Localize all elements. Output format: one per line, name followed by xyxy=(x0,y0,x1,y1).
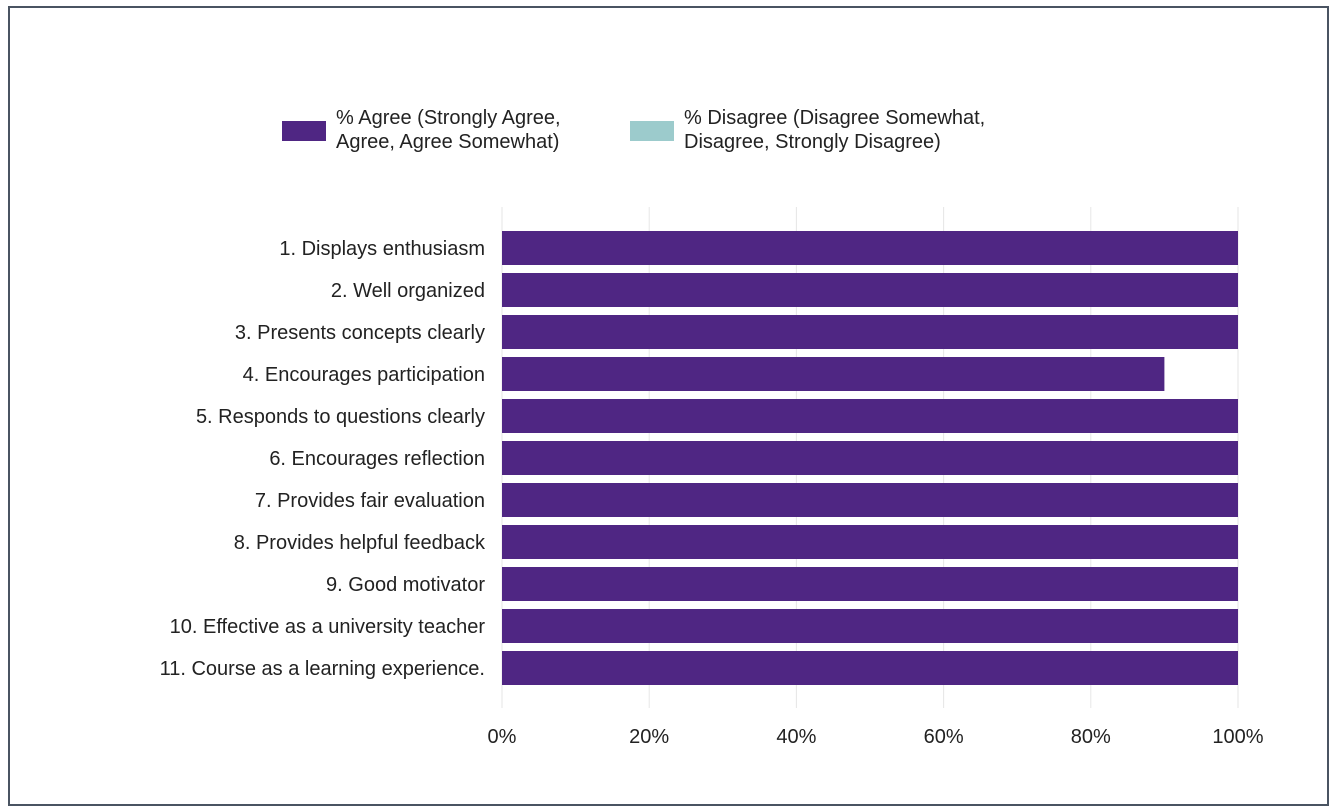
legend-label-agree: % Agree (Strongly Agree, Agree, Agree Som… xyxy=(336,107,561,153)
category-label-10: 10. Effective as a university teacher xyxy=(170,616,486,638)
category-labels: 1. Displays enthusiasm 2. Well organized 3… xyxy=(160,238,486,680)
legend-swatch-disagree xyxy=(630,121,674,141)
x-tick-label-1: 20% xyxy=(629,726,669,748)
x-axis-ticks: 0% 20% 40% 60% 80% 100% xyxy=(488,726,1264,748)
category-label-3: 3. Presents concepts clearly xyxy=(235,322,485,344)
legend-label-line-2: Agree, Agree Somewhat) xyxy=(336,131,559,153)
category-label-4: 4. Encourages participation xyxy=(243,364,485,386)
bar-agree-9 xyxy=(502,567,1238,601)
legend-swatch-agree xyxy=(282,121,326,141)
bar-agree-5 xyxy=(502,399,1238,433)
bar-agree-1 xyxy=(502,231,1238,265)
category-label-1: 1. Displays enthusiasm xyxy=(279,238,485,260)
legend-label-line-1: % Agree (Strongly Agree, xyxy=(336,107,561,129)
bar-agree-6 xyxy=(502,441,1238,475)
category-label-6: 6. Encourages reflection xyxy=(269,448,485,470)
x-tick-label-0: 0% xyxy=(488,726,517,748)
legend-label-line-1: % Disagree (Disagree Somewhat, xyxy=(684,107,985,129)
bar-agree-11 xyxy=(502,651,1238,685)
bar-agree-7 xyxy=(502,483,1238,517)
bars xyxy=(502,231,1238,685)
category-label-8: 8. Provides helpful feedback xyxy=(234,532,486,554)
x-tick-label-2: 40% xyxy=(776,726,816,748)
bar-agree-3 xyxy=(502,315,1238,349)
category-label-2: 2. Well organized xyxy=(331,280,485,302)
bar-agree-10 xyxy=(502,609,1238,643)
bar-agree-8 xyxy=(502,525,1238,559)
category-label-11: 11. Course as a learning experience. xyxy=(160,658,485,680)
legend-label-disagree: % Disagree (Disagree Somewhat, Disagree, … xyxy=(684,107,985,153)
bar-agree-2 xyxy=(502,273,1238,307)
category-label-9: 9. Good motivator xyxy=(326,574,485,596)
bar-agree-4 xyxy=(502,357,1165,391)
legend-label-line-2: Disagree, Strongly Disagree) xyxy=(684,131,941,153)
category-label-7: 7. Provides fair evaluation xyxy=(255,490,485,512)
category-label-5: 5. Responds to questions clearly xyxy=(196,406,485,428)
legend: % Agree (Strongly Agree, Agree, Agree Som… xyxy=(282,107,985,153)
x-tick-label-4: 80% xyxy=(1071,726,1111,748)
x-tick-label-3: 60% xyxy=(924,726,964,748)
x-tick-label-5: 100% xyxy=(1212,726,1263,748)
